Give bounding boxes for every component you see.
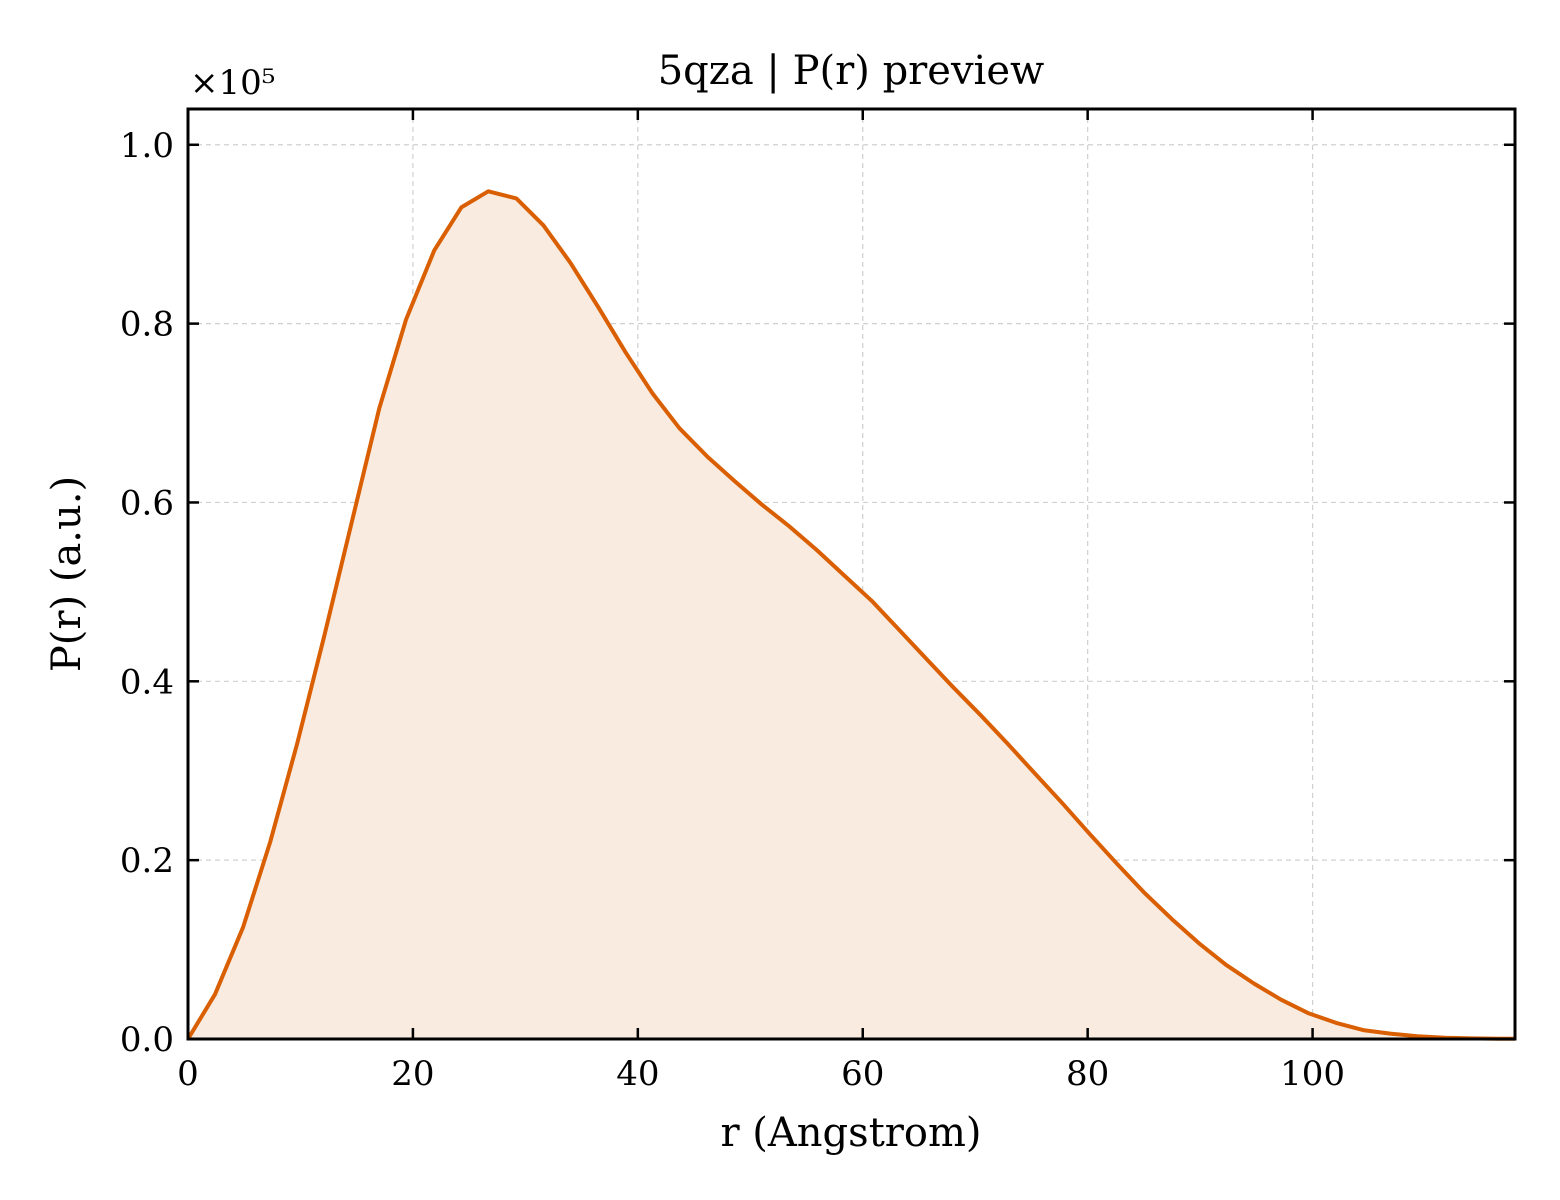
- pr-curve-line: [186, 189, 1516, 1041]
- x-tick-label: 0: [177, 1054, 199, 1094]
- x-tick-label: 60: [841, 1054, 884, 1094]
- pr-area-fill: [188, 191, 1515, 1040]
- x-tick-label: 80: [1066, 1054, 1109, 1094]
- y-tick-label: 0.4: [120, 662, 174, 702]
- plot-frame: [186, 107, 1517, 1041]
- y-tick-label: 0.6: [120, 483, 174, 523]
- x-axis-label: r (Angstrom): [720, 1110, 981, 1156]
- y-multiplier-label: ×10⁵: [190, 63, 275, 103]
- y-tick-label: 0.2: [120, 841, 174, 881]
- y-tick-label: 0.0: [120, 1020, 174, 1060]
- y-tick-label: 1.0: [120, 126, 174, 166]
- y-tick-label: 0.8: [120, 305, 174, 345]
- y-axis-label: P(r) (a.u.): [44, 476, 90, 672]
- x-tick-label: 20: [391, 1054, 434, 1094]
- axis-ticks: 0 20 40 60 80 100 0.0 0.2 0.4 0.6 0.8 1.0: [120, 109, 1515, 1094]
- x-tick-label: 100: [1280, 1054, 1345, 1094]
- chart-title: 5qza | P(r) preview: [658, 48, 1045, 94]
- x-tick-label: 40: [616, 1054, 659, 1094]
